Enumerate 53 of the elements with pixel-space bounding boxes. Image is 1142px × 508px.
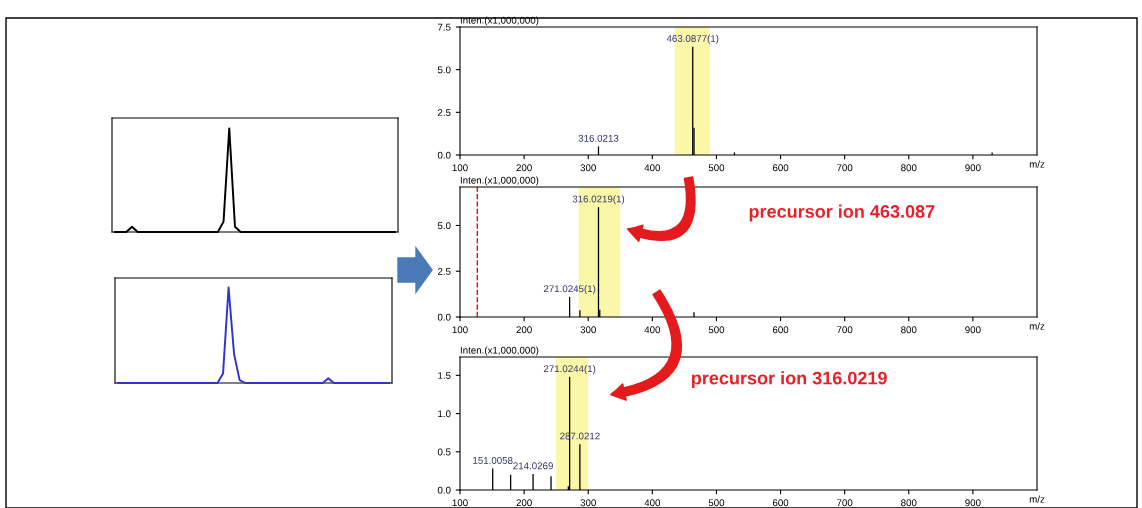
x-tick-label: 400	[644, 164, 661, 172]
annotation: precursor ion 463.087	[749, 204, 935, 222]
annotation: 463.0877(1)	[666, 34, 719, 44]
annotation: 151.0058	[473, 457, 513, 464]
x-tick-label: 900	[965, 326, 981, 334]
x-tick-label: 600	[772, 326, 789, 334]
x-tick-label: 600	[772, 164, 789, 172]
y-tick-label: 0.0	[437, 486, 451, 494]
x-tick-label: 800	[901, 164, 917, 172]
y-tick-label: 0.0	[437, 151, 451, 159]
x-tick-label: 700	[837, 326, 853, 334]
y-axis-title: Inten.(x1,000,000)	[460, 176, 539, 186]
y-tick-label: 1.5	[438, 372, 451, 379]
annotation: precursor ion 316.0219	[691, 371, 887, 389]
y-tick-label: 5.0	[437, 66, 451, 74]
annotation: 271.0245(1)	[543, 285, 596, 295]
x-axis-title: m/z	[1029, 160, 1045, 168]
y-tick-label: 0.0	[437, 313, 451, 321]
x-tick-label: 800	[901, 499, 917, 507]
x-tick-label: 500	[708, 326, 725, 334]
annotation: 271.0244(1)	[543, 365, 596, 375]
y-axis-title: Inten.(x1,000,000)	[460, 346, 539, 356]
x-tick-label: 300	[580, 326, 596, 334]
y-tick-label: 2.5	[437, 267, 451, 275]
x-tick-label: 100	[452, 164, 468, 172]
x-tick-label: 900	[965, 499, 981, 507]
x-tick-label: 400	[644, 326, 661, 334]
y-tick-label: 0.5	[437, 448, 451, 456]
x-tick-label: 500	[708, 164, 725, 172]
y-axis-title: Inten.(x1,000,000)	[460, 16, 539, 26]
x-tick-label: 300	[580, 499, 596, 507]
x-tick-label: 200	[516, 499, 532, 507]
x-tick-label: 400	[644, 499, 661, 507]
x-tick-label: 200	[516, 326, 532, 334]
y-tick-label: 7.5	[437, 23, 451, 31]
y-tick-label: 1.0	[438, 410, 451, 418]
x-tick-label: 200	[516, 164, 532, 172]
annotation: 214.0269	[513, 462, 553, 470]
y-tick-label: 5.0	[437, 222, 451, 230]
x-axis-title: m/z	[1029, 495, 1045, 503]
annotation: 316.0213	[578, 134, 619, 142]
x-tick-label: 100	[452, 326, 468, 334]
x-tick-label: 900	[965, 164, 981, 172]
x-tick-label: 100	[452, 499, 468, 507]
x-tick-label: 500	[708, 499, 725, 507]
x-tick-label: 700	[837, 164, 853, 172]
x-tick-label: 700	[837, 499, 853, 507]
y-tick-label: 2.5	[437, 109, 451, 116]
x-tick-label: 800	[901, 326, 917, 334]
annotation: 316.0219(1)	[572, 195, 625, 205]
x-tick-label: 300	[580, 164, 596, 172]
x-axis-title: m/z	[1029, 322, 1045, 330]
x-tick-label: 600	[772, 499, 789, 507]
